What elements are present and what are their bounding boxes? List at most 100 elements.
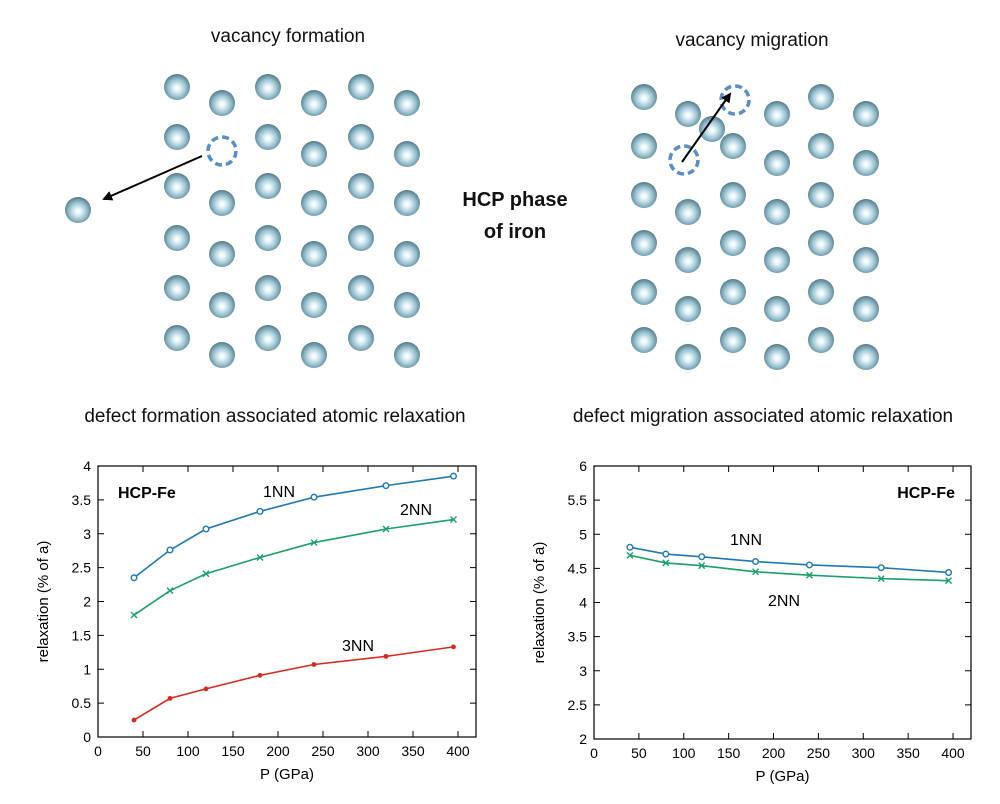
atom: [631, 133, 657, 159]
series-label-2nn: 2NN: [400, 502, 432, 519]
data-point-2nn: [130, 611, 138, 619]
y-axis-label: relaxation (% of a): [35, 541, 52, 663]
atom: [720, 182, 746, 208]
atom: [631, 327, 657, 353]
atom: [764, 150, 790, 176]
atom: [808, 279, 834, 305]
atom: [394, 342, 420, 368]
atom: [164, 124, 190, 150]
atom: [764, 101, 790, 127]
vacancy-marker: [719, 84, 751, 116]
y-tick-label: 0.5: [72, 695, 92, 711]
vacancy-formation-title: vacancy formation: [210, 26, 366, 47]
y-tick-label: 2.5: [72, 560, 92, 576]
atom: [255, 275, 281, 301]
x-tick-label: 250: [807, 745, 831, 761]
atom: [853, 199, 879, 225]
series-label-1nn: 1NN: [730, 532, 762, 549]
atom: [675, 296, 701, 322]
data-point-3nn: [311, 662, 317, 667]
atom: [394, 292, 420, 318]
data-point-2nn: [626, 551, 634, 559]
data-point-3nn: [383, 653, 389, 659]
hcp-phase-label-line1: HCP phase: [462, 189, 568, 211]
x-tick-label: 50: [135, 743, 151, 759]
chart-right-title: defect migration associated atomic relax…: [572, 406, 954, 427]
atom: [853, 150, 879, 176]
atom: [255, 225, 281, 251]
atom: [164, 325, 190, 351]
data-point-2nn: [662, 559, 670, 567]
y-tick-label: 5: [579, 526, 587, 542]
atom: [348, 173, 374, 199]
data-point-3nn: [203, 686, 209, 692]
x-tick-label: 100: [176, 743, 200, 759]
data-point-1nn: [698, 553, 706, 561]
data-point-1nn: [130, 574, 138, 582]
x-tick-label: 0: [590, 745, 598, 761]
x-tick-label: 150: [717, 745, 741, 761]
atom: [808, 84, 834, 110]
data-point-1nn: [256, 507, 264, 515]
series-label-3nn: 3NN: [342, 638, 374, 655]
atom: [209, 342, 235, 368]
atom: [348, 225, 374, 251]
atom: [348, 325, 374, 351]
x-tick-label: 200: [266, 743, 290, 759]
hcp-fe-annotation: HCP-Fe: [118, 485, 176, 502]
atom: [164, 225, 190, 251]
x-tick-label: 350: [896, 745, 920, 761]
x-tick-label: 300: [356, 743, 380, 759]
atom: [853, 296, 879, 322]
atom: [808, 182, 834, 208]
atom: [394, 141, 420, 167]
x-tick-label: 400: [446, 743, 470, 759]
data-point-1nn: [382, 482, 390, 490]
atom: [631, 84, 657, 110]
atom: [301, 241, 327, 267]
data-point-2nn: [382, 525, 390, 533]
y-tick-label: 0: [83, 729, 91, 745]
data-point-2nn: [450, 516, 457, 524]
atom: [631, 182, 657, 208]
data-point-2nn: [698, 562, 706, 570]
data-point-2nn: [166, 587, 174, 595]
formation-lattice: [65, 74, 420, 368]
data-point-2nn: [752, 568, 760, 576]
y-tick-label: 6: [579, 458, 587, 474]
data-point-1nn: [202, 525, 210, 533]
atom: [808, 327, 834, 353]
atom: [675, 344, 701, 370]
atom: [255, 124, 281, 150]
atom: [675, 247, 701, 273]
x-tick-label: 200: [762, 745, 786, 761]
x-tick-label: 300: [852, 745, 876, 761]
y-tick-label: 4: [579, 595, 587, 611]
atom: [348, 124, 374, 150]
atom: [394, 190, 420, 216]
atom: [853, 344, 879, 370]
hcp-fe-annotation: HCP-Fe: [897, 485, 955, 502]
series-label-1nn: 1NN: [263, 484, 295, 501]
migration-arrow: [681, 92, 732, 163]
atom: [808, 133, 834, 159]
y-tick-label: 4.5: [568, 560, 588, 576]
atom: [720, 327, 746, 353]
x-tick-label: 0: [94, 743, 102, 759]
atom: [853, 101, 879, 127]
atom: [631, 279, 657, 305]
vacancy-migration-title: vacancy migration: [675, 30, 829, 51]
x-tick-label: 100: [672, 745, 696, 761]
hcp-phase-label-line2: of iron: [483, 221, 547, 243]
atom: [209, 292, 235, 318]
y-tick-label: 3: [579, 663, 587, 679]
atom: [164, 173, 190, 199]
atom: [394, 90, 420, 116]
series-line-1nn: [629, 546, 949, 574]
atom: [301, 292, 327, 318]
data-point-2nn: [805, 571, 813, 579]
atom: [720, 279, 746, 305]
chart-left-title: defect formation associated atomic relax…: [84, 406, 466, 427]
data-point-2nn: [310, 539, 318, 547]
